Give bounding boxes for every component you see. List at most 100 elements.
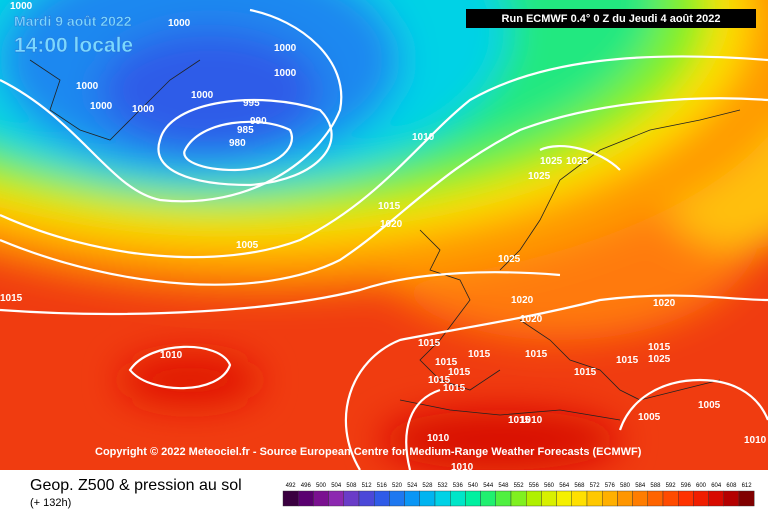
isobar-label: 1015 xyxy=(448,367,471,378)
scale-label: 580 xyxy=(620,483,631,489)
scale-swatch xyxy=(343,490,360,507)
scale-swatch xyxy=(374,490,390,507)
isobar-label: 1000 xyxy=(10,1,33,12)
scale-swatch xyxy=(298,490,314,507)
copyright: Copyright © 2022 Meteociel.fr - Source E… xyxy=(95,446,642,458)
run-box xyxy=(466,9,756,28)
isobar-label: 1010 xyxy=(451,462,474,473)
isobar-label: 1025 xyxy=(648,354,671,365)
scale-swatch xyxy=(526,490,542,507)
scale-swatch xyxy=(693,490,709,507)
scale-swatch xyxy=(480,490,497,507)
isobar-label: 1000 xyxy=(168,18,191,29)
scale-label: 572 xyxy=(590,483,601,489)
isobar-label: 1000 xyxy=(191,90,214,101)
isobar-label: 1000 xyxy=(274,68,297,79)
scale-swatch xyxy=(313,490,329,507)
scale-label: 560 xyxy=(544,483,555,489)
isobar-label: 1015 xyxy=(574,367,597,378)
scale-label: 516 xyxy=(377,483,388,489)
scale-swatch xyxy=(708,490,724,507)
isobar-label: 990 xyxy=(250,116,267,127)
scale-swatch xyxy=(450,490,466,507)
scale-label: 548 xyxy=(498,483,509,489)
isobar-label: 1005 xyxy=(236,240,259,251)
scale-swatch xyxy=(738,490,755,507)
isobar-label: 1020 xyxy=(511,295,534,306)
scale-label: 604 xyxy=(711,483,722,489)
isobar-label: 1010 xyxy=(520,415,543,426)
isobar-label: 995 xyxy=(243,98,260,109)
isobar-label: 1015 xyxy=(428,375,451,386)
scale-label: 608 xyxy=(726,483,737,489)
isobar-label: 1005 xyxy=(638,412,661,423)
scale-label: 512 xyxy=(362,483,373,489)
scale-swatch xyxy=(632,490,648,507)
scale-swatch xyxy=(617,490,633,507)
scale-label: 612 xyxy=(742,483,753,489)
scale-label: 524 xyxy=(407,483,418,489)
scale-label: 576 xyxy=(605,483,616,489)
isobar-label: 1010 xyxy=(160,350,183,361)
scale-label: 592 xyxy=(666,483,677,489)
scale-swatch xyxy=(586,490,603,507)
isobar-label: 1025 xyxy=(498,254,521,265)
isobar-label: 1025 xyxy=(566,156,589,167)
scale-label: 500 xyxy=(316,483,327,489)
isobar-label: 1005 xyxy=(698,400,721,411)
isobar-label: 1010 xyxy=(412,132,435,143)
isobars xyxy=(0,8,768,471)
scale-swatch xyxy=(465,490,481,507)
isobar-label: 1000 xyxy=(132,104,155,115)
isobar-label: 985 xyxy=(237,125,254,136)
scale-label: 564 xyxy=(559,483,570,489)
isobar-label: 1015 xyxy=(508,415,531,426)
local-time: 14:00 locale xyxy=(14,34,133,57)
scale-swatch xyxy=(647,490,664,507)
isobar-label: 1020 xyxy=(520,314,543,325)
isobar-label: 1020 xyxy=(653,298,676,309)
scale-label: 528 xyxy=(422,483,433,489)
isobar-label: 1015 xyxy=(443,383,466,394)
footer-title: Geop. Z500 & pression au sol xyxy=(30,477,242,494)
run-info: Run ECMWF 0.4° 0 Z du Jeudi 4 août 2022 xyxy=(502,13,721,25)
scale-label: 508 xyxy=(346,483,357,489)
scale-swatch xyxy=(358,490,375,507)
isobar-label: 1000 xyxy=(76,81,99,92)
scale-swatch xyxy=(602,490,618,507)
isobar-label: 1015 xyxy=(418,338,441,349)
isobar-label: 1025 xyxy=(528,171,551,182)
scale-label: 492 xyxy=(286,483,297,489)
scale-swatch xyxy=(556,490,572,507)
isobar-label: 1000 xyxy=(274,43,297,54)
scale-label: 496 xyxy=(301,483,312,489)
scale-label: 536 xyxy=(453,483,464,489)
isobar-label: 1015 xyxy=(525,349,548,360)
valid-date: Mardi 9 août 2022 xyxy=(14,13,132,29)
color-scale: 492 496 500 504 508 512 516 520 524 528 532 536 540 5… xyxy=(282,483,755,507)
scale-swatch xyxy=(434,490,451,507)
scale-label: 568 xyxy=(574,483,585,489)
isobar-label: 1015 xyxy=(616,355,639,366)
scale-label: 540 xyxy=(468,483,479,489)
scale-swatch xyxy=(678,490,694,507)
scale-swatch xyxy=(662,490,679,507)
scale-swatch xyxy=(495,490,512,507)
scale-swatch xyxy=(282,490,299,507)
scale-label: 504 xyxy=(331,483,342,489)
scale-label: 520 xyxy=(392,483,403,489)
isobar-label: 980 xyxy=(229,138,246,149)
isobar-label: 1000 xyxy=(90,101,113,112)
forecast-lead: (+ 132h) xyxy=(30,497,71,509)
scale-swatch xyxy=(723,490,740,507)
scale-swatch xyxy=(328,490,345,507)
scale-swatch xyxy=(541,490,557,507)
isobar-label: 1015 xyxy=(648,342,671,353)
scale-label: 596 xyxy=(681,483,692,489)
scale-label: 532 xyxy=(438,483,449,489)
scale-label: 600 xyxy=(696,483,707,489)
scale-swatch xyxy=(389,490,405,507)
scale-label: 556 xyxy=(529,483,540,489)
